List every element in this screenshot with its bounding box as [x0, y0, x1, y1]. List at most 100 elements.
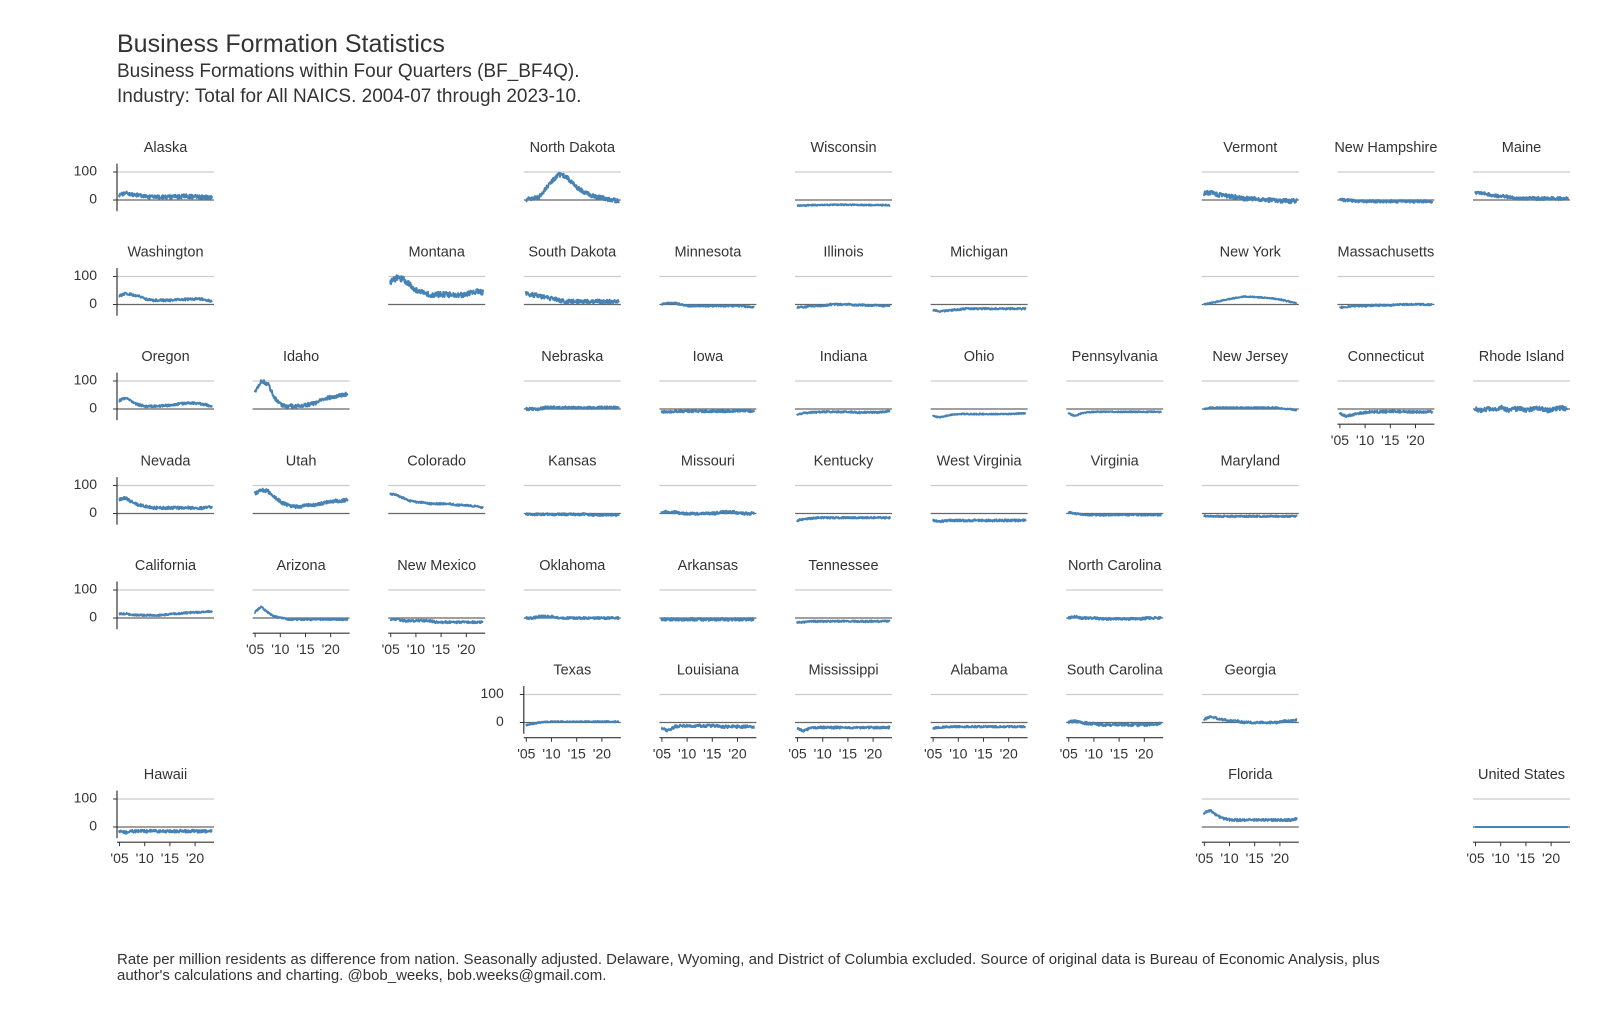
- panel-rhode-island: Rhode Island: [1473, 349, 1570, 414]
- panel-label: Nebraska: [541, 349, 604, 365]
- panel-louisiana: Louisiana '05 '10 '15 '20: [653, 662, 757, 762]
- panel-label: West Virginia: [937, 453, 1023, 469]
- panel-minnesota: Minnesota: [659, 244, 757, 309]
- panel-oregon: Oregon 0 100: [74, 349, 214, 421]
- y-tick-label: 100: [480, 685, 504, 701]
- series-line: [1203, 406, 1298, 412]
- panel-label: Michigan: [950, 244, 1008, 260]
- panel-label: Kansas: [548, 453, 596, 469]
- panel-new-jersey: New Jersey: [1201, 349, 1299, 412]
- series-line: [118, 609, 213, 617]
- series-line: [1474, 404, 1569, 414]
- panel-label: Connecticut: [1348, 349, 1425, 365]
- panel-arizona: Arizona '05 '10 '15 '20: [246, 558, 350, 657]
- y-tick-label: 100: [74, 476, 98, 492]
- panel-label: Vermont: [1223, 140, 1277, 156]
- panel-label: Florida: [1228, 767, 1273, 783]
- panel-label: Oklahoma: [539, 558, 606, 574]
- panel-label: Alaska: [144, 140, 188, 156]
- x-tick-label: '15: [1517, 850, 1535, 866]
- series-line: [254, 605, 349, 622]
- panel-colorado: Colorado: [388, 453, 486, 515]
- series-line: [1338, 302, 1434, 309]
- series-line: [660, 408, 756, 414]
- x-tick-label: '15: [568, 746, 586, 762]
- panel-label: Louisiana: [677, 662, 740, 678]
- series-line: [389, 492, 484, 510]
- panel-hawaii: Hawaii 0 100 '05 '10 '15 '20: [74, 767, 214, 866]
- panel-label: Minnesota: [674, 244, 742, 260]
- panel-label: Arizona: [277, 558, 327, 574]
- series-line: [796, 302, 891, 309]
- panel-kansas: Kansas: [523, 453, 621, 517]
- series-line: [931, 411, 1027, 419]
- x-tick-label: '15: [296, 641, 314, 657]
- series-line: [1067, 719, 1163, 728]
- panel-label: North Dakota: [530, 140, 616, 156]
- panel-label: Virginia: [1091, 453, 1140, 469]
- panel-idaho: Idaho: [252, 349, 350, 410]
- x-tick-label: '15: [1110, 746, 1128, 762]
- chart-subtitle-line-2: Industry: Total for All NAICS. 2004-07 t…: [117, 86, 582, 107]
- panel-virginia: Virginia: [1066, 453, 1164, 517]
- series-line: [389, 274, 485, 299]
- x-tick-label: '05: [382, 641, 400, 657]
- panel-label: Mississippi: [808, 662, 878, 678]
- series-line: [253, 379, 349, 409]
- x-tick-label: '05: [788, 746, 806, 762]
- panel-south-dakota: South Dakota: [523, 244, 621, 306]
- series-line: [1474, 190, 1569, 202]
- y-tick-label: 0: [89, 400, 97, 416]
- series-line: [660, 617, 755, 622]
- panel-label: United States: [1478, 767, 1565, 783]
- panel-label: Texas: [553, 662, 591, 678]
- panel-label: South Dakota: [528, 244, 617, 260]
- panel-alaska: Alaska 0 100: [74, 140, 214, 212]
- panel-california: California 0 100: [74, 558, 214, 630]
- chart-subtitle-line-1: Business Formations within Four Quarters…: [117, 61, 580, 82]
- panel-label: Utah: [286, 453, 317, 469]
- panel-label: Georgia: [1225, 662, 1278, 678]
- panel-georgia: Georgia: [1201, 662, 1299, 725]
- series-line: [389, 617, 484, 625]
- x-tick-label: '10: [678, 746, 696, 762]
- panel-florida: Florida '05 '10 '15 '20: [1195, 767, 1299, 866]
- x-tick-label: '20: [1000, 746, 1018, 762]
- x-tick-label: '20: [1542, 850, 1560, 866]
- series-line: [1338, 409, 1434, 418]
- series-line: [796, 619, 891, 624]
- x-tick-label: '10: [271, 641, 289, 657]
- series-line: [1203, 514, 1298, 519]
- panel-label: California: [135, 558, 197, 574]
- x-tick-label: '10: [542, 746, 560, 762]
- series-line: [524, 291, 620, 305]
- panel-label: Ohio: [964, 349, 995, 365]
- panel-indiana: Indiana: [795, 349, 892, 416]
- x-tick-label: '10: [814, 746, 832, 762]
- panel-ohio: Ohio: [930, 349, 1028, 419]
- series-line: [1202, 189, 1298, 205]
- x-tick-label: '20: [186, 850, 204, 866]
- x-tick-label: '20: [457, 641, 475, 657]
- panel-label: South Carolina: [1067, 662, 1164, 678]
- panel-west-virginia: West Virginia: [930, 453, 1028, 524]
- series-line: [118, 495, 213, 511]
- x-tick-label: '05: [1331, 432, 1349, 448]
- x-tick-label: '05: [924, 746, 942, 762]
- panel-illinois: Illinois: [795, 244, 892, 309]
- series-line: [118, 190, 213, 201]
- x-tick-label: '05: [1060, 746, 1078, 762]
- panel-label: Maryland: [1220, 453, 1280, 469]
- panel-mississippi: Mississippi '05 '10 '15 '20: [788, 662, 892, 762]
- y-tick-label: 0: [89, 504, 97, 520]
- x-tick-label: '15: [839, 746, 857, 762]
- x-tick-label: '05: [517, 746, 535, 762]
- x-tick-label: '05: [1195, 850, 1213, 866]
- y-tick-label: 0: [89, 818, 97, 834]
- series-line: [525, 171, 620, 204]
- panel-north-dakota: North Dakota: [523, 140, 621, 204]
- series-line: [932, 306, 1027, 313]
- x-tick-label: '20: [728, 746, 746, 762]
- y-tick-label: 0: [496, 713, 504, 729]
